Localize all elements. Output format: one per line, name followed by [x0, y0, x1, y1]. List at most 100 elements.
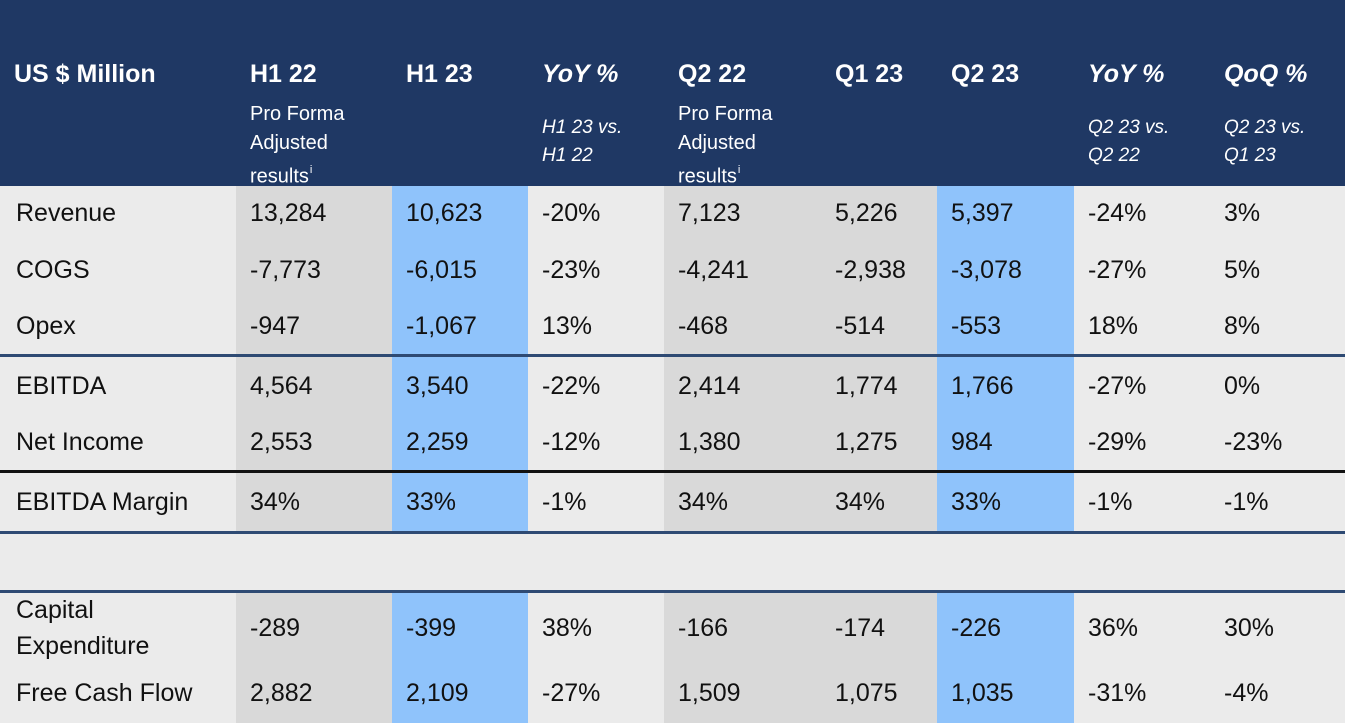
cell-value: 1,275 [835, 428, 898, 456]
cell-value: -4,241 [678, 256, 749, 284]
cell-value: -31% [1088, 679, 1147, 707]
header-subtitle: Pro Forma Adjusted resultsi [250, 103, 345, 188]
cell-value: 18% [1088, 312, 1139, 340]
row-label: Capital Expenditure [16, 596, 150, 660]
cell-value: -1,067 [406, 312, 477, 340]
header-subtitle: Q2 23 vs. Q1 23 [1224, 117, 1306, 166]
header-col-q1-23: Q1 23 [821, 0, 937, 186]
row-label: EBITDA Margin [16, 488, 189, 516]
cell-value: -4% [1224, 679, 1269, 707]
cell-value: 1,509 [678, 679, 741, 707]
divider-line [0, 590, 1345, 593]
cell-value: -27% [542, 679, 601, 707]
cell-value: -174 [835, 614, 886, 642]
cell-value: 5% [1224, 256, 1261, 284]
cell-value: -22% [542, 372, 601, 400]
cell-value: 34% [678, 488, 729, 516]
header-title: H1 22 [250, 60, 317, 88]
header-subtitle: H1 23 vs. H1 22 [542, 117, 623, 166]
section-gap [0, 533, 1345, 592]
header-title: YoY % [1088, 60, 1165, 88]
cell-value: -399 [406, 614, 457, 642]
cell-value: 1,766 [951, 372, 1014, 400]
footnote-marker: i [737, 164, 741, 176]
cell-value: -1% [1088, 488, 1133, 516]
row-label: COGS [16, 256, 90, 284]
cell-value: -20% [542, 199, 601, 227]
header-col-q2-yoy: YoY % Q2 23 vs. Q2 22 [1074, 0, 1210, 186]
cell-value: 1,380 [678, 428, 741, 456]
cell-value: 10,623 [406, 199, 483, 227]
header-title: H1 23 [406, 60, 473, 88]
cell-value: 3% [1224, 199, 1261, 227]
band-q2-23-highlight [937, 186, 1074, 723]
cell-value: -468 [678, 312, 729, 340]
cell-value: 2,259 [406, 428, 469, 456]
cell-value: 4,564 [250, 372, 313, 400]
band-q2-yoy [1074, 186, 1210, 723]
band-q1-23 [821, 186, 937, 723]
cell-value: 8% [1224, 312, 1261, 340]
cell-value: -6,015 [406, 256, 477, 284]
cell-value: 2,414 [678, 372, 741, 400]
cell-value: -553 [951, 312, 1002, 340]
cell-value: -947 [250, 312, 301, 340]
cell-value: -166 [678, 614, 729, 642]
cell-value: -27% [1088, 372, 1147, 400]
cell-value: 5,226 [835, 199, 898, 227]
header-subtitle: Pro Forma Adjusted resultsi [678, 103, 773, 188]
cell-value: 7,123 [678, 199, 741, 227]
header-col-h1-22: H1 22 Pro Forma Adjusted resultsi [236, 0, 392, 188]
cell-value: 5,397 [951, 199, 1014, 227]
header-title: Q2 23 [951, 60, 1020, 88]
row-label: Net Income [16, 428, 144, 456]
cell-value: -29% [1088, 428, 1147, 456]
cell-value: 30% [1224, 614, 1275, 642]
header-col-h1-yoy: YoY % H1 23 vs. H1 22 [528, 0, 664, 186]
header-label: US $ Million [14, 60, 156, 88]
cell-value: -12% [542, 428, 601, 456]
cell-value: 34% [250, 488, 301, 516]
cell-value: 13% [542, 312, 593, 340]
header-subtitle: Q2 23 vs. Q2 22 [1088, 117, 1170, 166]
cell-value: -27% [1088, 256, 1147, 284]
header-title: Q1 23 [835, 60, 904, 88]
divider-line [0, 531, 1345, 534]
cell-value: -3,078 [951, 256, 1022, 284]
header-label-cell: US $ Million [0, 0, 236, 186]
cell-value: -1% [1224, 488, 1269, 516]
cell-value: -1% [542, 488, 587, 516]
cell-value: 38% [542, 614, 593, 642]
cell-value: 1,075 [835, 679, 898, 707]
cell-value: -23% [542, 256, 601, 284]
cell-value: 13,284 [250, 199, 327, 227]
row-label: Free Cash Flow [16, 679, 193, 707]
cell-value: -7,773 [250, 256, 321, 284]
cell-value: 36% [1088, 614, 1139, 642]
cell-value: 2,109 [406, 679, 469, 707]
header-col-h1-23: H1 23 [392, 0, 528, 186]
divider-line [0, 470, 1345, 473]
header-col-q2-23: Q2 23 [937, 0, 1074, 186]
band-label [0, 186, 236, 723]
cell-value: 2,553 [250, 428, 313, 456]
cell-value: 3,540 [406, 372, 469, 400]
band-h1-yoy [528, 186, 664, 723]
cell-value: 33% [406, 488, 457, 516]
header-title: QoQ % [1224, 60, 1308, 88]
cell-value: 1,035 [951, 679, 1014, 707]
header-col-q2-22: Q2 22 Pro Forma Adjusted resultsi [664, 0, 821, 188]
cell-value: -23% [1224, 428, 1283, 456]
table-header [0, 0, 1345, 186]
cell-value: -2,938 [835, 256, 906, 284]
band-h1-23-highlight [392, 186, 528, 723]
row-label: Revenue [16, 199, 117, 227]
divider-line [0, 354, 1345, 357]
row-label: Opex [16, 312, 76, 340]
cell-value: -226 [951, 614, 1002, 642]
cell-value: -289 [250, 614, 301, 642]
header-title: Q2 22 [678, 60, 747, 88]
cell-value: 2,882 [250, 679, 313, 707]
cell-value: 34% [835, 488, 886, 516]
band-qoq [1210, 186, 1345, 723]
